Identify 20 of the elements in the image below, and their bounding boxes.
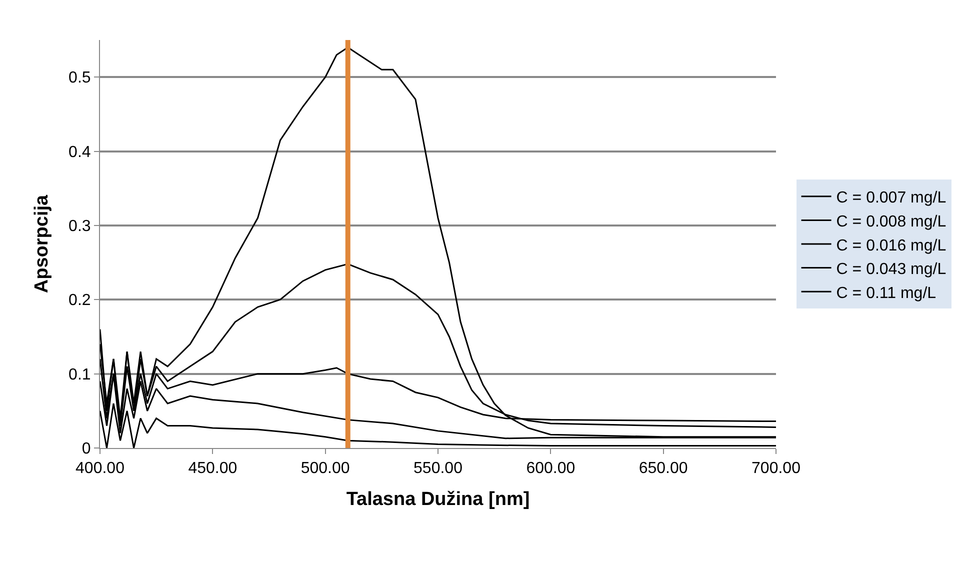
x-tick-label: 450.00 <box>188 460 238 478</box>
y-tick-label: 0.4 <box>68 144 91 161</box>
y-axis-title: Apsorpcija <box>31 194 52 294</box>
legend-label: C = 0.11 mg/L <box>836 284 936 302</box>
x-tick-label: 500.00 <box>300 460 350 478</box>
x-tick-label: 600.00 <box>526 460 576 478</box>
y-tick-label: 0 <box>82 440 91 458</box>
legend-label: C = 0.007 mg/L <box>836 190 946 207</box>
legend-label: C = 0.016 mg/L <box>836 237 946 254</box>
x-tick-label: 700.00 <box>752 460 801 478</box>
legend-label: C = 0.008 mg/L <box>836 213 946 230</box>
x-axis-title: Talasna Dužina [nm] <box>346 489 530 510</box>
y-tick-label: 0.5 <box>68 70 91 87</box>
y-tick-label: 0.3 <box>68 218 91 236</box>
legend-label: C = 0.043 mg/L <box>836 261 946 278</box>
y-tick-label: 0.1 <box>68 366 91 384</box>
x-tick-label: 400.00 <box>76 460 125 478</box>
x-tick-label: 550.00 <box>414 460 463 478</box>
x-tick-label: 650.00 <box>638 460 688 478</box>
y-tick-label: 0.2 <box>68 292 91 310</box>
